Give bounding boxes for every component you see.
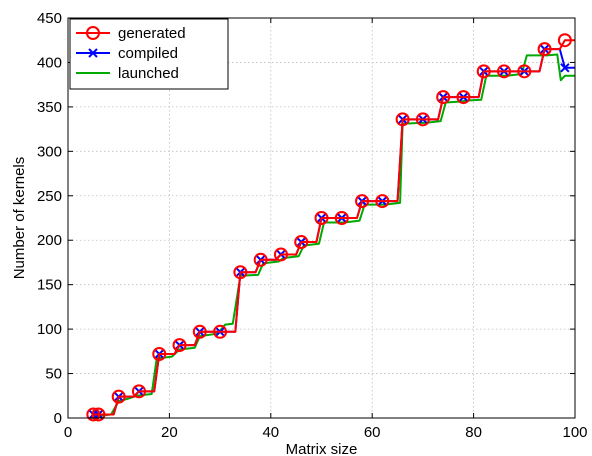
legend-label: launched [118,65,179,82]
data-point [172,338,187,353]
data-point [517,64,532,79]
data-point [294,235,309,249]
data-point [314,211,329,225]
y-tick-label: 350 [37,99,62,116]
y-tick-label: 400 [37,54,62,71]
legend-entry-generated: generated [76,25,186,42]
data-point [436,90,451,105]
legend-entry-compiled: compiled [76,45,178,62]
y-tick-label: 150 [37,277,62,294]
data-point [273,247,288,262]
data-point [192,324,207,339]
data-point [253,252,268,267]
legend-label: generated [118,25,186,42]
series-line [93,39,575,416]
y-tick-label: 250 [37,188,62,205]
series-layer [86,33,575,422]
data-point [131,384,146,399]
data-point [415,112,430,127]
data-point [355,194,370,209]
data-point [537,42,552,57]
legend-marker [86,26,100,40]
series-generated [86,33,575,422]
y-tick-label: 0 [54,410,62,427]
axis-ticks: 0 20 40 60 80 100 0 50 100 150 200 250 300 350 400 450 [37,10,588,441]
y-tick-label: 450 [37,10,62,27]
data-point [86,407,101,422]
legend-entry-launched: launched [76,65,179,82]
x-tick-label: 80 [465,424,482,441]
x-tick-label: 0 [64,424,72,441]
data-point [213,324,228,339]
plot-frame [67,17,576,419]
x-tick-label: 20 [161,424,178,441]
data-point [91,407,106,422]
data-point [497,64,512,79]
x-tick-label: 40 [262,424,279,441]
y-axis-title: Number of kernels [11,157,28,280]
y-tick-label: 100 [37,321,62,338]
data-point [560,63,570,73]
data-point [152,347,167,361]
data-point [456,90,471,105]
data-point [111,389,126,404]
x-axis-title: Matrix size [286,441,358,456]
data-point [557,33,572,48]
data-point [395,112,410,127]
y-tick-label: 50 [45,366,62,383]
data-point [476,64,491,79]
data-point [334,211,349,225]
legend-marker [88,48,98,58]
y-tick-label: 300 [37,143,62,160]
data-point [375,194,390,209]
x-tick-label: 100 [562,424,587,441]
x-tick-label: 60 [364,424,381,441]
data-point [233,265,248,280]
legend: generated compiled launched [69,18,229,90]
legend-label: compiled [118,45,178,62]
y-tick-label: 200 [37,232,62,249]
grid-lines [68,18,575,418]
